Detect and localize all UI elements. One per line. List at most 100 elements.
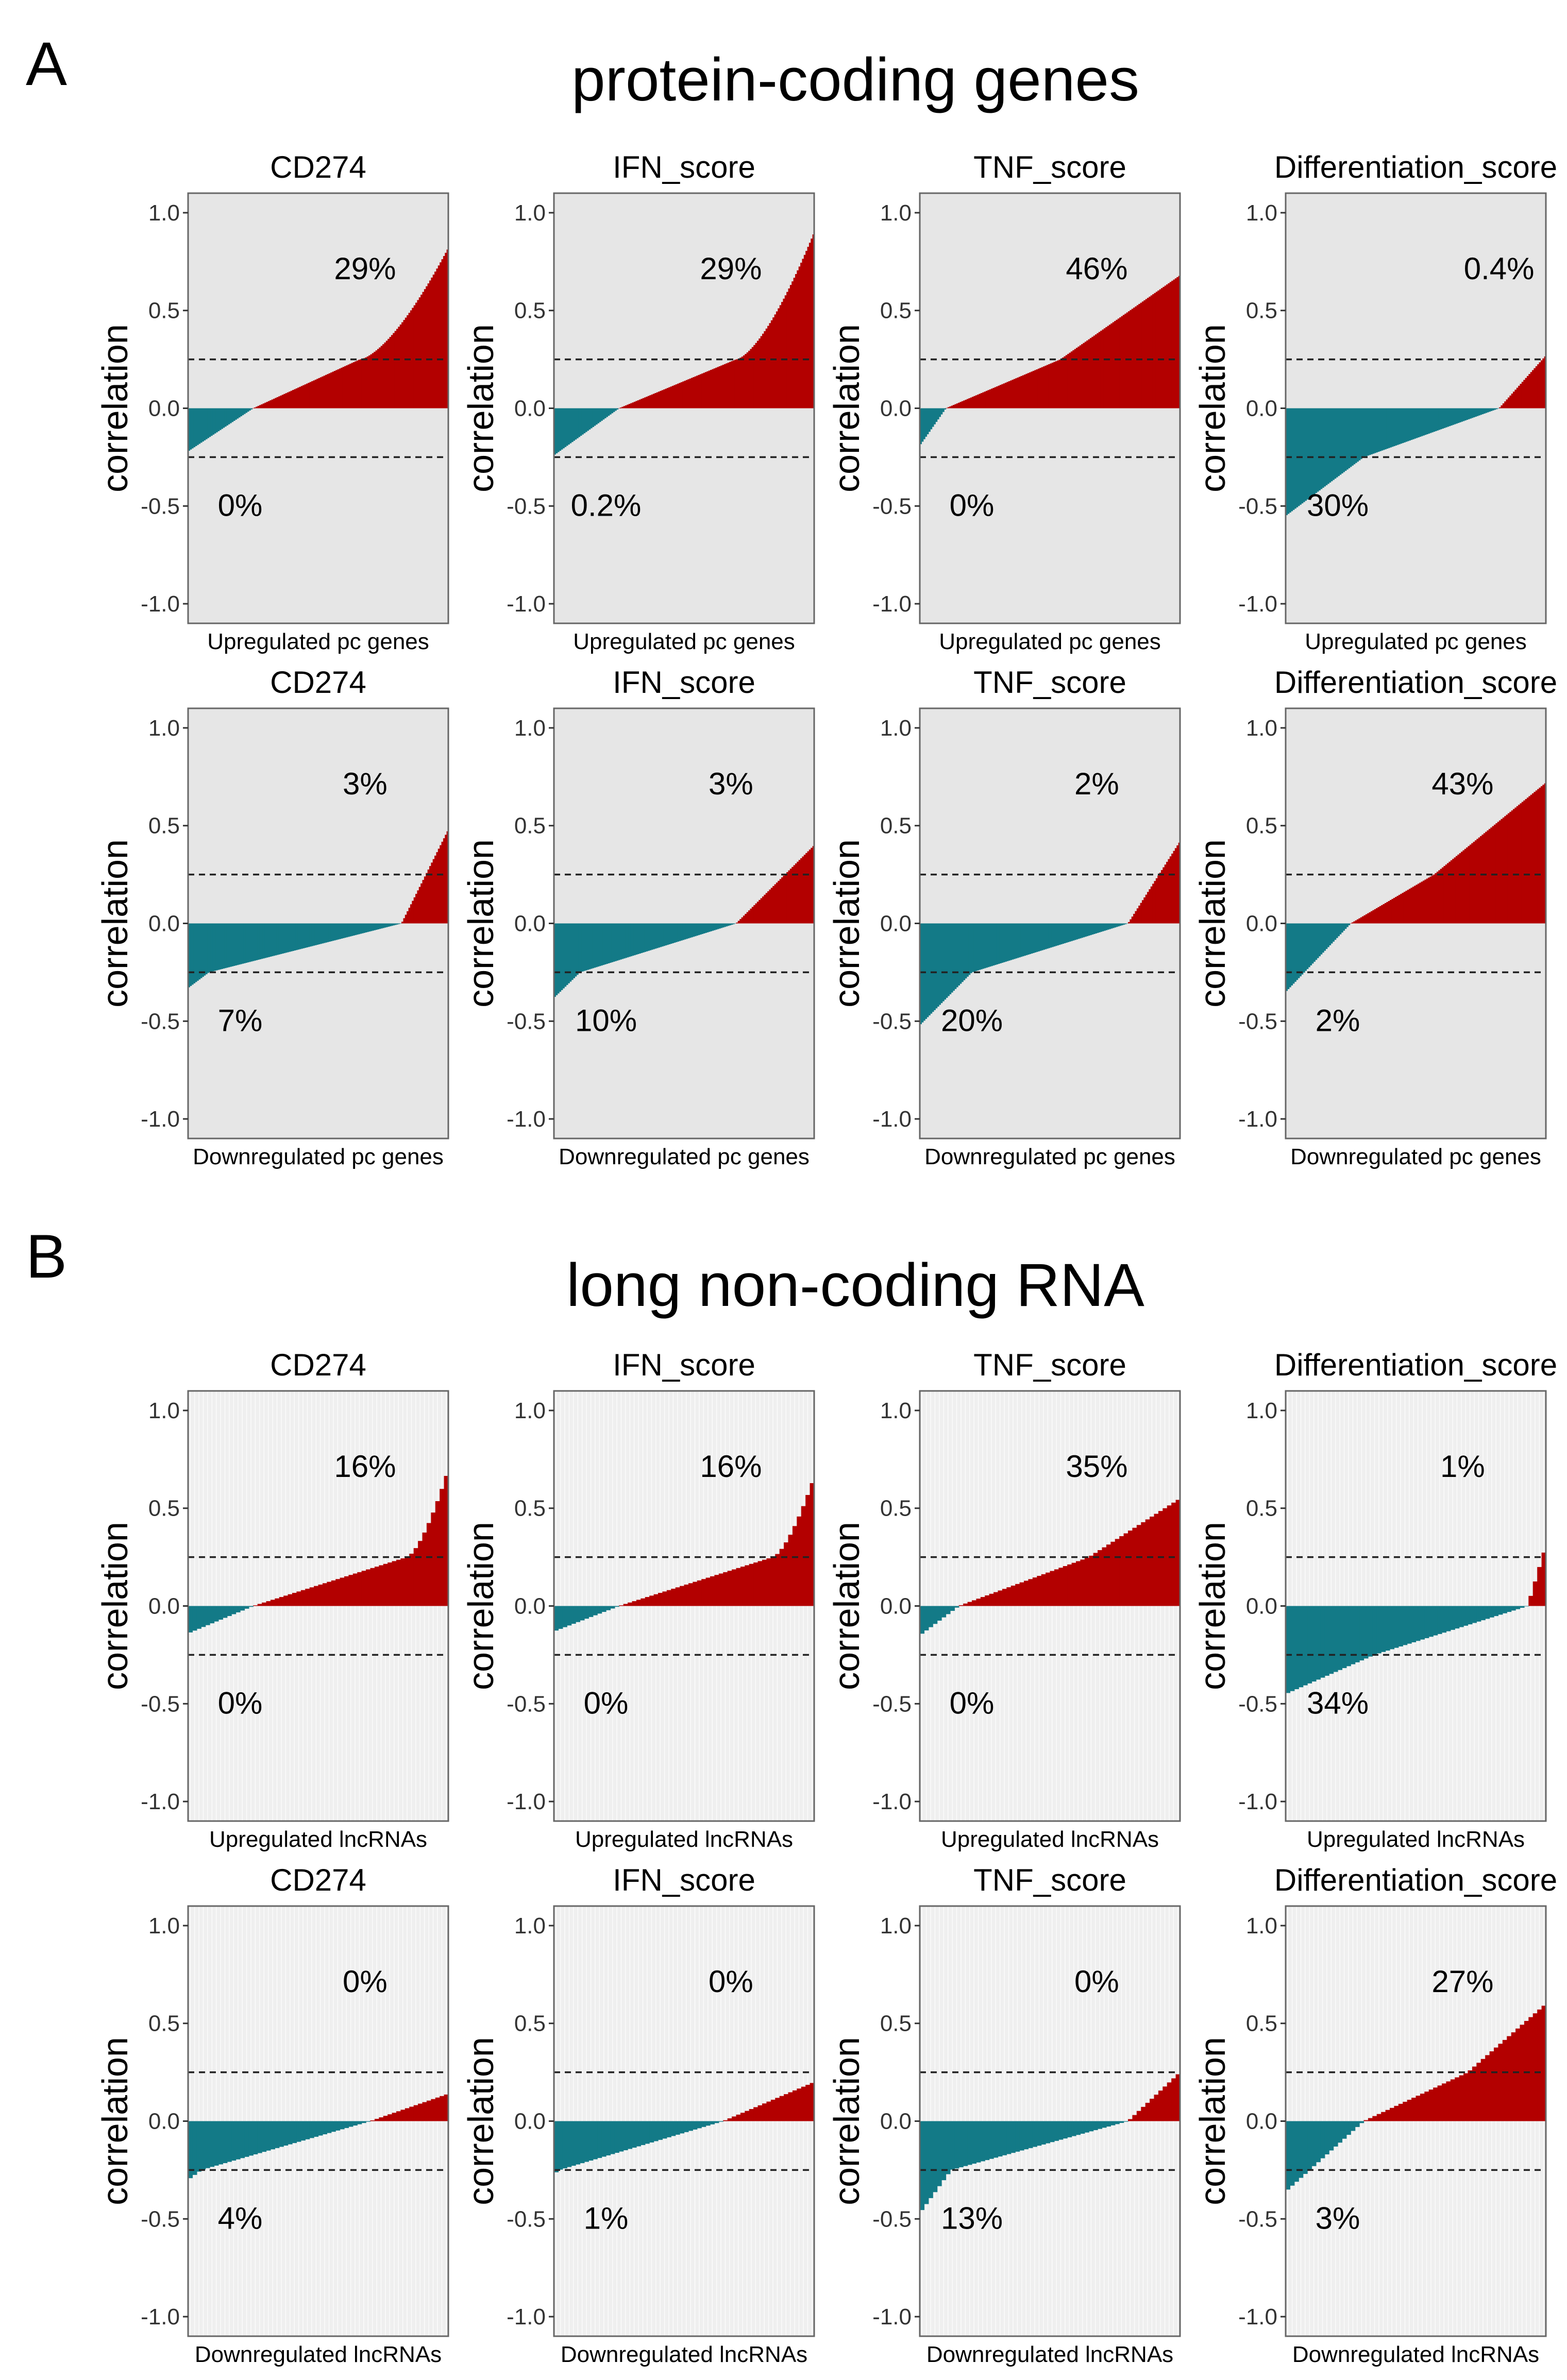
bar: [1379, 906, 1381, 924]
bar: [1058, 360, 1061, 409]
bar: [224, 408, 227, 427]
bar: [1509, 811, 1512, 924]
bar: [262, 923, 265, 959]
bar: [688, 2121, 693, 2131]
bar: [751, 347, 754, 409]
bar: [1481, 408, 1484, 415]
bar: [366, 1569, 371, 1606]
bar: [409, 2106, 414, 2121]
bar: [584, 2121, 589, 2162]
bar: [972, 1600, 977, 1606]
bar: [1122, 315, 1125, 409]
bar: [581, 923, 584, 972]
bar: [344, 2121, 349, 2128]
bar: [658, 2121, 663, 2140]
bar: [644, 923, 647, 952]
bar: [715, 923, 718, 930]
bar: [385, 923, 388, 927]
x-axis-label: Upregulated lncRNAs: [1307, 1827, 1525, 1852]
bar: [1027, 373, 1030, 409]
bar: [928, 1606, 933, 1627]
bar: [1409, 408, 1411, 441]
bar: [920, 408, 922, 445]
bar: [1320, 408, 1323, 489]
bar: [580, 408, 582, 436]
bar: [641, 2121, 646, 2145]
bar: [1431, 408, 1434, 433]
bars: [920, 1500, 1181, 1634]
bar: [627, 923, 629, 958]
bar: [740, 2113, 745, 2121]
bar: [951, 405, 953, 409]
bar: [762, 333, 764, 409]
y-tick-label: 1.0: [1246, 716, 1277, 741]
bar: [757, 2105, 763, 2121]
bar: [1044, 923, 1047, 949]
bars: [1286, 2005, 1546, 2190]
bar: [1098, 2121, 1103, 2129]
bar: [1437, 1606, 1442, 1634]
bar: [1010, 2121, 1016, 2153]
bar: [1286, 408, 1288, 515]
x-axis-label: Upregulated lncRNAs: [575, 1827, 793, 1852]
bar: [327, 2121, 332, 2133]
bar: [925, 923, 928, 1019]
bar: [344, 923, 346, 938]
x-axis-label: Upregulated pc genes: [573, 629, 795, 654]
bar: [1403, 2101, 1408, 2121]
y-tick-label: -1.0: [1238, 1107, 1277, 1132]
percent-label-high: 0%: [1074, 1964, 1119, 1999]
bar: [1507, 813, 1510, 924]
y-tick-label: 0.0: [514, 1594, 546, 1619]
bar: [1145, 1519, 1150, 1606]
bar: [764, 331, 766, 409]
bar: [1032, 1577, 1037, 1606]
bar: [677, 383, 679, 409]
facet-title: IFN_score: [613, 150, 755, 184]
bar: [1480, 408, 1482, 415]
bar: [1143, 897, 1146, 924]
bar: [1008, 381, 1010, 409]
bar: [699, 374, 702, 409]
bar: [1318, 408, 1321, 490]
bar: [218, 1606, 223, 1620]
bar: [753, 2107, 759, 2121]
percent-label-low: 7%: [218, 1003, 263, 1038]
bar: [673, 923, 676, 943]
bar: [1141, 2106, 1146, 2121]
bar: [352, 1573, 358, 1606]
bar: [677, 923, 679, 942]
bar: [1050, 1571, 1055, 1606]
bar: [599, 408, 601, 422]
bar: [1131, 916, 1134, 924]
bar: [1062, 923, 1065, 944]
bar: [800, 858, 803, 924]
bar: [1136, 2111, 1141, 2121]
bar: [1540, 360, 1543, 409]
bar: [1360, 917, 1362, 924]
bar: [1381, 905, 1384, 924]
bar: [941, 2121, 947, 2181]
bar: [1070, 351, 1073, 409]
bar: [1128, 1531, 1133, 1606]
bar: [1299, 2121, 1304, 2178]
bar: [1532, 2013, 1538, 2121]
bar: [937, 1606, 942, 1621]
bar: [774, 884, 777, 924]
bar: [214, 923, 216, 971]
bar: [427, 869, 430, 924]
bar: [1359, 2121, 1364, 2123]
bar: [748, 910, 751, 924]
bar: [436, 268, 439, 409]
y-axis-title: correlation: [95, 2037, 135, 2205]
bar: [1455, 408, 1458, 424]
bar: [379, 923, 381, 929]
bar: [1339, 408, 1342, 475]
bar: [247, 408, 249, 412]
bar: [374, 1567, 379, 1606]
bar: [998, 1590, 1003, 1606]
bar: [618, 923, 620, 960]
bar: [331, 1580, 336, 1606]
bar: [933, 1606, 938, 1624]
bar: [710, 1576, 715, 1606]
